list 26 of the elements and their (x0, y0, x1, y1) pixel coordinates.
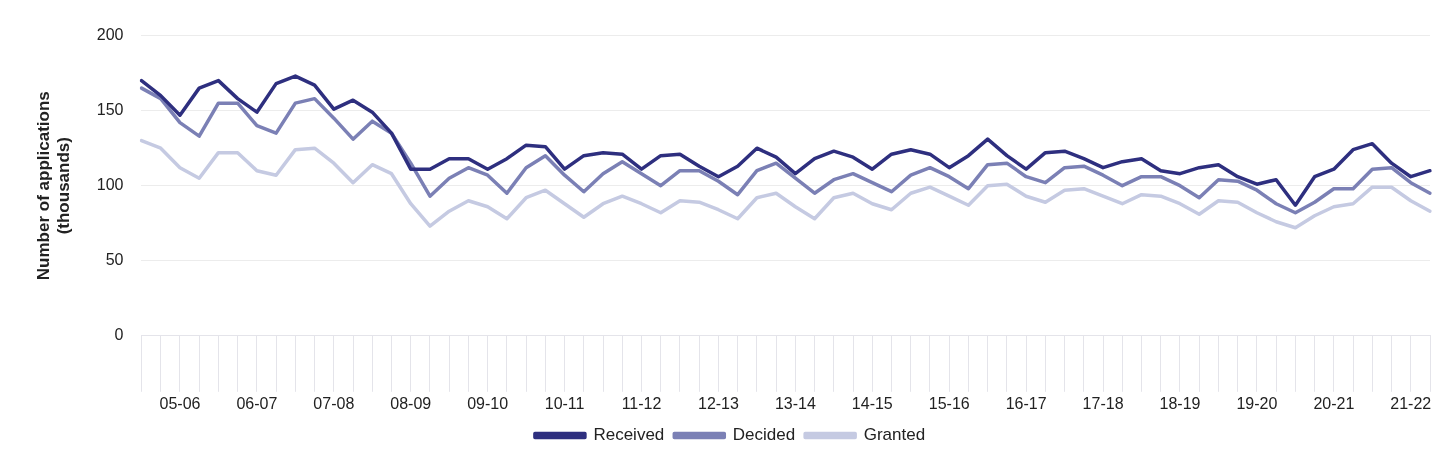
x-tick-label: 11-12 (621, 394, 662, 412)
x-tick-label: 13-14 (774, 394, 816, 412)
x-tick-label: 16-17 (1005, 394, 1047, 412)
legend-label: Decided (732, 425, 796, 445)
x-tick-label: 09-10 (467, 394, 509, 412)
y-tick-label: 200 (96, 26, 124, 44)
x-tick-label: 17-18 (1082, 394, 1124, 412)
x-tick-label: 06-07 (236, 394, 278, 412)
y-tick-label: 0 (114, 326, 124, 344)
x-tick-label: 10-11 (544, 394, 585, 412)
x-tick-label: 08-09 (390, 394, 432, 412)
y-axis-title: Number of applications (thousands) (33, 91, 74, 281)
x-tick-label: 12-13 (697, 394, 739, 412)
x-tick-label: 07-08 (313, 394, 355, 412)
x-tick-label: 14-15 (851, 394, 893, 412)
x-tick-label: 19-20 (1236, 394, 1278, 412)
legend-label: Received (593, 425, 665, 445)
y-tick-label: 100 (96, 176, 124, 194)
y-tick-label: 50 (105, 251, 124, 269)
y-tick-label: 150 (96, 101, 124, 119)
x-tick-label: 15-16 (928, 394, 970, 412)
x-tick-label: 21-22 (1390, 394, 1432, 412)
x-tick-label: 18-19 (1159, 394, 1201, 412)
legend-label: Granted (863, 425, 926, 445)
x-tick-label: 05-06 (159, 394, 201, 412)
x-tick-label: 20-21 (1313, 394, 1355, 412)
